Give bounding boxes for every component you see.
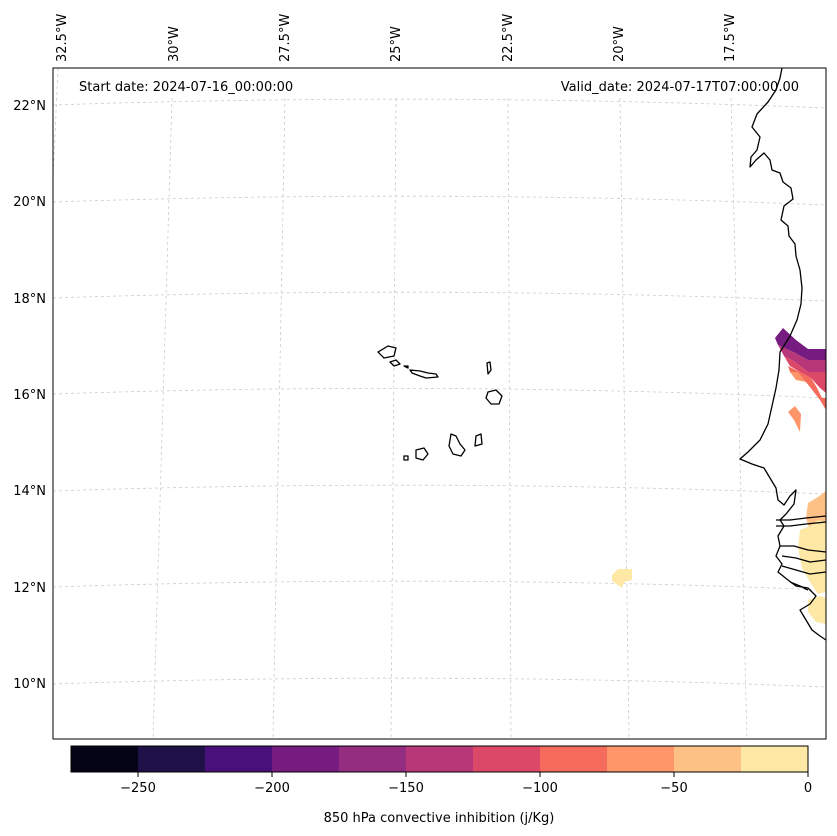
lon-label-30: 30°W — [167, 26, 182, 62]
island-sao-nicolau — [409, 369, 439, 379]
bissagos-outline — [781, 565, 827, 591]
colorbar-tick-label: −250 — [120, 781, 156, 796]
lat-label-10: 10°N — [13, 677, 46, 692]
island-fogo — [415, 447, 429, 461]
lon-gridline-32-5 — [52, 67, 59, 181]
colorbar-segment — [71, 746, 139, 772]
island-santo-antao — [377, 345, 397, 359]
colorbar-segments — [71, 746, 809, 772]
island-santiago — [448, 433, 466, 457]
colorbar-tick-label: −150 — [388, 781, 424, 796]
lon-gridline-17-5 — [730, 97, 748, 740]
lat-label-16: 16°N — [13, 388, 46, 403]
lat-label-18: 18°N — [13, 292, 46, 307]
lon-label-25: 25°W — [389, 26, 404, 62]
cin-contour-purple — [775, 328, 826, 360]
african-coastline — [739, 67, 827, 641]
cin-contour-magenta — [778, 345, 826, 372]
island-maio — [474, 433, 483, 447]
lon-label-27-5: 27.5°W — [278, 14, 293, 62]
colorbar-segment — [339, 746, 407, 772]
latitude-labels: 22°N 20°N 18°N 16°N 14°N 12°N 10°N — [13, 99, 46, 692]
lon-label-22-5: 22.5°W — [501, 14, 516, 62]
lon-gridline-25 — [390, 97, 397, 740]
start-date-label: Start date: 2024-07-16_00:00:00 — [79, 80, 293, 95]
colorbar-tick-label: −200 — [254, 781, 290, 796]
colorbar-segment — [138, 746, 206, 772]
colorbar-border — [70, 745, 809, 773]
colorbar-ticks: −250 −200 −150 −100 −50 0 — [120, 772, 812, 796]
colorbar-title: 850 hPa convective inhibition (j/Kg) — [324, 811, 555, 826]
cin-contour-orange-2 — [788, 406, 801, 432]
island-sao-vicente — [389, 359, 401, 367]
lon-label-17-5: 17.5°W — [723, 14, 738, 62]
lon-gridline-20 — [619, 97, 630, 740]
lon-gridline-22-5 — [507, 97, 512, 740]
lat-label-12: 12°N — [13, 581, 46, 596]
lat-gridline-14 — [52, 484, 827, 495]
colorbar-segment — [205, 746, 273, 772]
cin-contour-rose — [784, 356, 826, 393]
cin-contour-pale-1 — [798, 520, 826, 594]
lat-gridline-20 — [52, 195, 827, 206]
lon-gridline-27-5 — [272, 97, 286, 740]
valid-date-label: Valid_date: 2024-07-17T07:00:00.00 — [561, 80, 799, 95]
colorbar-tick-label: −100 — [522, 781, 558, 796]
cin-contour-pale-2 — [808, 596, 826, 624]
colorbar: −250 −200 −150 −100 −50 0 850 hPa convective … — [70, 745, 812, 826]
longitude-labels: 32.5°W 30°W 27.5°W 25°W 22.5°W 20°W 17.5… — [55, 14, 738, 62]
lon-label-32-5: 32.5°W — [55, 14, 70, 62]
lat-gridline-12 — [52, 580, 827, 591]
lat-gridline-10 — [52, 677, 827, 688]
colorbar-segment — [607, 746, 675, 772]
colorbar-segment — [272, 746, 340, 772]
colorbar-tick-label: 0 — [804, 781, 812, 796]
casamance-outline — [780, 545, 827, 563]
island-sal — [486, 361, 492, 375]
island-boa-vista — [485, 389, 503, 405]
graticule — [52, 67, 827, 740]
lat-gridline-22 — [52, 98, 827, 109]
colorbar-segment — [741, 746, 809, 772]
colorbar-segment — [473, 746, 541, 772]
lat-gridline-18 — [52, 291, 827, 302]
island-brava — [403, 455, 409, 461]
lat-label-14: 14°N — [13, 484, 46, 499]
map-frame — [52, 67, 827, 740]
colorbar-segment — [674, 746, 742, 772]
lat-gridline-16 — [52, 387, 827, 399]
lat-label-22: 22°N — [13, 99, 46, 114]
lat-label-20: 20°N — [13, 195, 46, 210]
coastline-group — [377, 67, 827, 641]
colorbar-segment — [540, 746, 608, 772]
lon-gridline-30 — [152, 97, 173, 740]
colorbar-segment — [406, 746, 474, 772]
cin-contours — [612, 328, 826, 624]
map-panel — [53, 68, 826, 739]
cin-contour-pale-3 — [612, 569, 632, 588]
island-santa-luzia — [403, 365, 409, 369]
cin-contour-orange-1 — [790, 372, 806, 382]
gambia-river-outline — [776, 515, 827, 527]
lon-label-20: 20°W — [612, 26, 627, 62]
colorbar-tick-label: −50 — [660, 781, 687, 796]
